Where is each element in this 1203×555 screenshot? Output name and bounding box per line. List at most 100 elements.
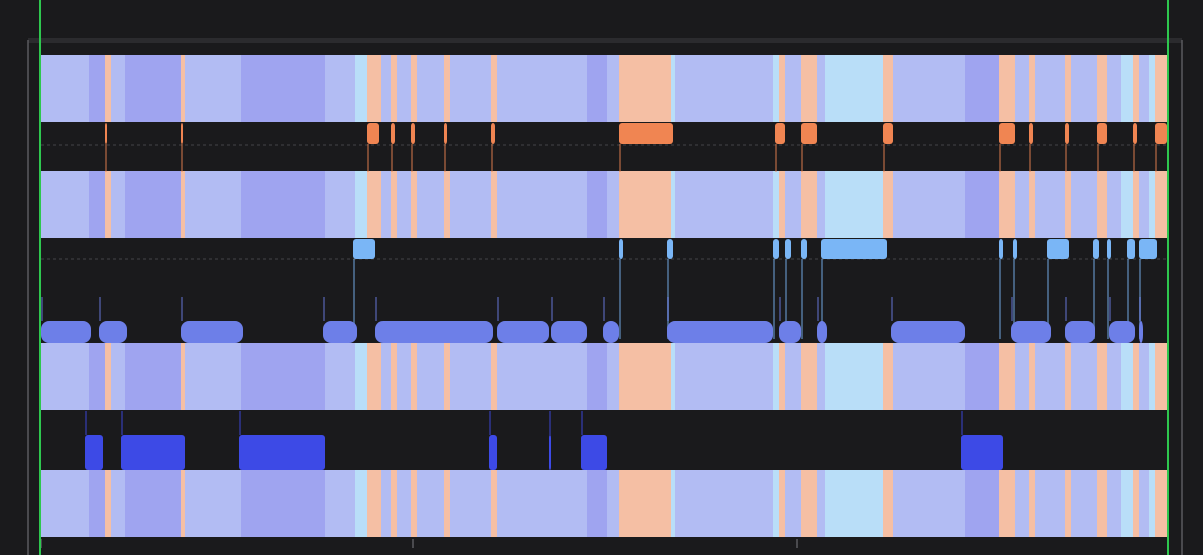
state-band-1-18 bbox=[491, 171, 498, 238]
state-band-1-8 bbox=[325, 171, 356, 238]
event-mark-2-14 bbox=[1109, 321, 1135, 343]
state-band-1-44 bbox=[1133, 171, 1140, 238]
state-band-0-13 bbox=[397, 55, 412, 122]
event-mark-0-15 bbox=[1133, 123, 1137, 144]
event-mark-2-0 bbox=[41, 321, 91, 343]
state-band-2-41 bbox=[1097, 343, 1108, 410]
state-band-2-27 bbox=[779, 343, 786, 410]
state-band-2-39 bbox=[1065, 343, 1072, 410]
state-band-0-18 bbox=[491, 55, 498, 122]
state-band-1-24 bbox=[671, 171, 676, 238]
state-band-1-12 bbox=[391, 171, 398, 238]
state-band-0-8 bbox=[325, 55, 356, 122]
state-band-0-19 bbox=[497, 55, 552, 122]
state-band-3-26 bbox=[773, 470, 780, 537]
state-band-1-9 bbox=[355, 171, 368, 238]
state-band-2-22 bbox=[607, 343, 620, 410]
state-band-2-3 bbox=[111, 343, 126, 410]
state-band-1-14 bbox=[411, 171, 418, 238]
state-band-3-32 bbox=[883, 470, 894, 537]
state-band-0-45 bbox=[1139, 55, 1150, 122]
state-band-3-1 bbox=[89, 470, 106, 537]
state-band-2-40 bbox=[1071, 343, 1098, 410]
state-band-0-47 bbox=[1155, 55, 1169, 122]
event-mark-3-1 bbox=[121, 435, 185, 470]
state-band-3-47 bbox=[1155, 470, 1169, 537]
chart-frame bbox=[27, 38, 1183, 555]
event-mark-3-6 bbox=[961, 435, 1003, 470]
state-band-3-31 bbox=[825, 470, 884, 537]
event-mark-0-6 bbox=[491, 123, 495, 144]
state-band-1-22 bbox=[607, 171, 620, 238]
event-mark-1-7 bbox=[999, 239, 1003, 259]
event-mark-2-4 bbox=[375, 321, 493, 343]
state-band-1-0 bbox=[41, 171, 90, 238]
event-mark-3-5 bbox=[581, 435, 607, 470]
state-band-2-28 bbox=[785, 343, 802, 410]
state-band-2-18 bbox=[491, 343, 498, 410]
event-mark-2-15 bbox=[1139, 321, 1143, 343]
state-band-0-38 bbox=[1035, 55, 1066, 122]
state-band-2-2 bbox=[105, 343, 112, 410]
state-band-0-30 bbox=[817, 55, 826, 122]
state-band-1-32 bbox=[883, 171, 894, 238]
state-band-0-25 bbox=[675, 55, 774, 122]
state-band-2-24 bbox=[671, 343, 676, 410]
state-band-3-7 bbox=[241, 470, 326, 537]
event-mark-2-3 bbox=[323, 321, 357, 343]
state-band-2-8 bbox=[325, 343, 356, 410]
state-band-1-6 bbox=[185, 171, 242, 238]
event-mark-2-13 bbox=[1065, 321, 1095, 343]
state-band-0-33 bbox=[893, 55, 966, 122]
state-band-3-14 bbox=[411, 470, 418, 537]
event-mark-3-2 bbox=[239, 435, 325, 470]
event-tracks bbox=[41, 123, 1168, 470]
state-band-2-44 bbox=[1133, 343, 1140, 410]
state-band-1-10 bbox=[367, 171, 382, 238]
state-band-3-3 bbox=[111, 470, 126, 537]
state-band-1-36 bbox=[1015, 171, 1030, 238]
event-mark-3-3 bbox=[489, 435, 497, 470]
state-band-0-7 bbox=[241, 55, 326, 122]
state-band-0-46 bbox=[1149, 55, 1156, 122]
state-band-1-38 bbox=[1035, 171, 1066, 238]
state-band-0-43 bbox=[1121, 55, 1134, 122]
state-band-2-4 bbox=[125, 343, 182, 410]
state-band-3-11 bbox=[381, 470, 392, 537]
state-band-3-16 bbox=[444, 470, 451, 537]
event-mark-3-4 bbox=[549, 435, 551, 470]
state-band-0-41 bbox=[1097, 55, 1108, 122]
state-band-0-2 bbox=[105, 55, 112, 122]
state-band-3-40 bbox=[1071, 470, 1098, 537]
state-band-1-23 bbox=[619, 171, 672, 238]
state-band-1-27 bbox=[779, 171, 786, 238]
event-mark-3-0 bbox=[85, 435, 103, 470]
state-band-1-42 bbox=[1107, 171, 1122, 238]
event-mark-1-2 bbox=[667, 239, 673, 259]
state-band-2-10 bbox=[367, 343, 382, 410]
event-mark-2-11 bbox=[891, 321, 965, 343]
event-mark-0-14 bbox=[1097, 123, 1107, 144]
state-band-0-35 bbox=[999, 55, 1016, 122]
state-band-1-30 bbox=[817, 171, 826, 238]
state-band-0-22 bbox=[607, 55, 620, 122]
state-band-0-21 bbox=[587, 55, 608, 122]
event-mark-1-1 bbox=[619, 239, 623, 259]
state-band-3-35 bbox=[999, 470, 1016, 537]
state-band-1-17 bbox=[450, 171, 492, 238]
state-band-0-20 bbox=[551, 55, 588, 122]
state-band-2-14 bbox=[411, 343, 418, 410]
state-band-0-44 bbox=[1133, 55, 1140, 122]
event-mark-0-4 bbox=[411, 123, 415, 144]
state-band-0-40 bbox=[1071, 55, 1098, 122]
state-band-1-21 bbox=[587, 171, 608, 238]
state-band-3-43 bbox=[1121, 470, 1134, 537]
event-mark-0-11 bbox=[999, 123, 1015, 144]
state-band-0-42 bbox=[1107, 55, 1122, 122]
state-band-3-36 bbox=[1015, 470, 1030, 537]
state-band-2-19 bbox=[497, 343, 552, 410]
state-band-3-23 bbox=[619, 470, 672, 537]
state-band-2-25 bbox=[675, 343, 774, 410]
state-band-3-15 bbox=[417, 470, 445, 537]
